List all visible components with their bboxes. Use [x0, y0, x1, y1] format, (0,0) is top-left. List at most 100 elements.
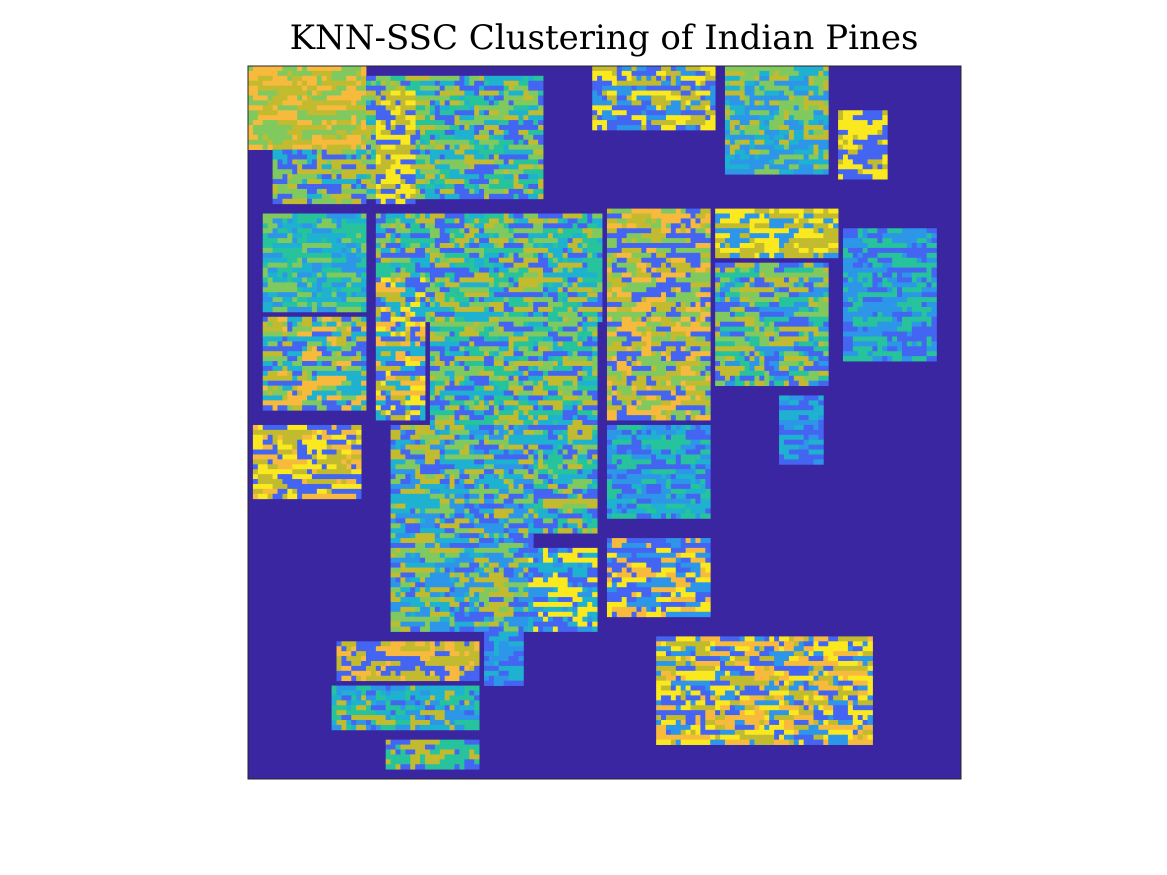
- heatmap-cell: [621, 257, 628, 264]
- heatmap-cell: [656, 306, 662, 313]
- heatmap-cell: [734, 169, 741, 175]
- heatmap-cell: [420, 129, 426, 136]
- heatmap-cell: [336, 174, 342, 180]
- heatmap-cell: [262, 292, 269, 298]
- heatmap-cell: [302, 115, 308, 121]
- heatmap-cell: [321, 218, 328, 224]
- heatmap-cell: [474, 75, 480, 82]
- heatmap-cell: [479, 110, 485, 116]
- heatmap-cell: [562, 223, 569, 229]
- heatmap-cell: [464, 233, 470, 239]
- heatmap-cell: [370, 120, 377, 126]
- heatmap-cell: [552, 213, 559, 219]
- heatmap-cell: [311, 100, 318, 106]
- heatmap-cell: [390, 125, 396, 131]
- heatmap-cell: [390, 252, 396, 259]
- heatmap-cell: [621, 370, 628, 377]
- heatmap-cell: [282, 80, 288, 87]
- heatmap-cell: [277, 105, 283, 111]
- heatmap-cell: [375, 75, 382, 82]
- heatmap-cell: [690, 351, 696, 357]
- heatmap-cell: [523, 272, 529, 278]
- heatmap-cell: [611, 272, 618, 278]
- heatmap-cell: [341, 198, 347, 205]
- heatmap-cell: [346, 139, 352, 146]
- heatmap-cell: [356, 247, 362, 254]
- heatmap-cell: [543, 218, 549, 224]
- heatmap-cell: [838, 110, 844, 116]
- heatmap-cell: [287, 243, 293, 249]
- heatmap-cell: [646, 405, 652, 411]
- heatmap-cell: [287, 110, 293, 116]
- heatmap-cell: [493, 272, 500, 278]
- heatmap-cell: [331, 90, 337, 96]
- heatmap-cell: [641, 125, 647, 131]
- heatmap-cell: [508, 115, 514, 121]
- heatmap-cell: [631, 110, 637, 116]
- heatmap-cell: [311, 247, 318, 254]
- heatmap-cell: [803, 169, 809, 175]
- heatmap-cell: [646, 243, 652, 249]
- heatmap-cell: [307, 115, 313, 121]
- heatmap-cell: [523, 218, 529, 224]
- heatmap-cell: [262, 70, 269, 77]
- heatmap-cell: [302, 100, 308, 106]
- heatmap-cell: [808, 164, 814, 170]
- heatmap-cell: [454, 223, 460, 229]
- heatmap-cell: [705, 311, 711, 318]
- heatmap-cell: [528, 282, 534, 288]
- heatmap-cell: [420, 105, 426, 111]
- heatmap-cell: [429, 95, 436, 101]
- heatmap-cell: [606, 302, 613, 308]
- heatmap-cell: [252, 95, 259, 101]
- heatmap-cell: [292, 129, 298, 136]
- heatmap-cell: [513, 85, 519, 91]
- heatmap-cell: [484, 184, 490, 190]
- heatmap-cell: [454, 85, 460, 91]
- heatmap-cell: [656, 405, 662, 411]
- heatmap-cell: [429, 144, 436, 150]
- heatmap-cell: [282, 149, 288, 155]
- heatmap-cell: [331, 70, 337, 77]
- heatmap-cell: [636, 306, 642, 313]
- heatmap-cell: [626, 390, 632, 396]
- heatmap-cell: [400, 218, 406, 224]
- heatmap-cell: [597, 243, 603, 249]
- heatmap-cell: [508, 144, 514, 150]
- heatmap-cell: [739, 75, 746, 82]
- heatmap-cell: [661, 326, 667, 332]
- heatmap-cell: [454, 252, 460, 259]
- heatmap-cell: [636, 95, 642, 101]
- heatmap-cell: [606, 400, 613, 406]
- heatmap-cell: [272, 238, 278, 244]
- heatmap-cell: [262, 120, 269, 126]
- heatmap-cell: [813, 110, 819, 116]
- heatmap-cell: [469, 110, 475, 116]
- heatmap-cell: [410, 247, 416, 254]
- heatmap-cell: [297, 154, 303, 160]
- heatmap-cell: [425, 316, 431, 323]
- heatmap-cell: [277, 267, 283, 273]
- heatmap-cell: [665, 336, 672, 342]
- heatmap-cell: [724, 66, 731, 72]
- heatmap-cell: [572, 277, 578, 283]
- heatmap-cell: [557, 282, 564, 288]
- heatmap-cell: [464, 228, 470, 234]
- heatmap-cell: [429, 105, 436, 111]
- heatmap-cell: [287, 174, 293, 180]
- heatmap-cell: [518, 75, 524, 82]
- heatmap-cell: [646, 375, 652, 382]
- heatmap-cell: [420, 134, 426, 141]
- heatmap-cell: [808, 105, 814, 111]
- heatmap-cell: [680, 405, 687, 411]
- heatmap-cell: [636, 351, 642, 357]
- heatmap-cell: [380, 218, 387, 224]
- heatmap-cell: [690, 361, 696, 367]
- heatmap-cell: [518, 139, 524, 146]
- heatmap-cell: [479, 80, 485, 87]
- heatmap-cell: [882, 169, 888, 175]
- heatmap-cell: [729, 134, 736, 141]
- heatmap-cell: [602, 85, 608, 91]
- heatmap-cell: [528, 95, 534, 101]
- heatmap-cell: [783, 90, 790, 96]
